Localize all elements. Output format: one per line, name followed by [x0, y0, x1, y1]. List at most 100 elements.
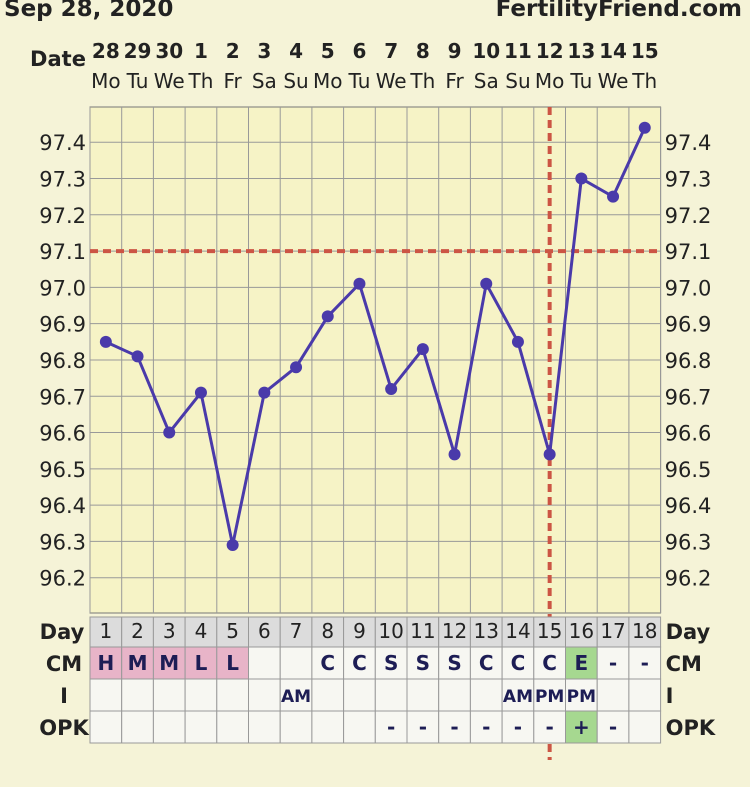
opk-cell-text: -: [387, 715, 395, 739]
cm-cell: [248, 646, 281, 680]
date-label: 8: [416, 39, 430, 63]
day-cell: [311, 616, 345, 648]
y-tick-label-left: 97.3: [39, 168, 86, 192]
weekday-label: Th: [631, 69, 657, 93]
day-cell-text: 12: [442, 619, 467, 643]
day-cell-text: 13: [474, 619, 499, 643]
weekday-label: We: [598, 69, 629, 93]
temperature-point: [99, 335, 112, 348]
cm-cell-text: L: [195, 651, 208, 675]
i-cell: [438, 678, 471, 712]
i-cell: [184, 678, 218, 712]
i-cell-text: PM: [567, 687, 596, 707]
y-tick-label-left: 97.0: [39, 276, 86, 300]
day-cell: [628, 616, 662, 648]
cm-cell-text: L: [226, 651, 239, 675]
day-cell: [279, 616, 313, 648]
cm-cell-text: -: [641, 651, 649, 675]
i-cell: [152, 678, 186, 712]
temperature-point: [543, 448, 556, 461]
day-cell-text: 11: [410, 619, 435, 643]
site-name: FertilityFriend.com: [495, 0, 742, 22]
day-cell: [533, 616, 566, 648]
opk-row-label-right: OPK: [666, 716, 716, 740]
weekday-label: We: [376, 69, 407, 93]
date-label: 7: [384, 39, 398, 63]
date-label: 4: [289, 39, 303, 63]
i-cell: [374, 678, 408, 712]
date-label: 11: [504, 39, 532, 63]
i-cell: [596, 678, 630, 712]
y-tick-label-left: 96.6: [39, 422, 86, 446]
opk-cell: [438, 710, 471, 744]
opk-cell-text: +: [573, 715, 590, 739]
temperature-point: [480, 277, 493, 290]
day-cell-text: 15: [537, 619, 562, 643]
y-tick-label-right: 97.0: [665, 276, 712, 300]
temperature-line: [105, 127, 647, 546]
date-row-label: Date: [30, 47, 86, 71]
date-label: 30: [155, 39, 183, 63]
y-tick-label-right: 96.4: [665, 494, 712, 518]
cm-cell: [565, 646, 598, 680]
opk-cell: [184, 710, 218, 744]
temperature-point: [290, 361, 303, 374]
cm-cell-text: S: [447, 651, 461, 675]
opk-cell-text: -: [514, 715, 522, 739]
cm-cell-text: C: [511, 651, 526, 675]
day-cell: [596, 616, 630, 648]
day-cell: [216, 616, 250, 648]
i-cell: [469, 678, 503, 712]
temperature-point: [607, 190, 620, 203]
cm-row-label-right: CM: [666, 652, 702, 676]
opk-cell: [628, 710, 662, 744]
y-tick-label-right: 96.5: [665, 458, 712, 482]
weekday-label: Tu: [348, 69, 371, 93]
y-tick-label-left: 96.4: [39, 494, 86, 518]
cm-cell: [628, 646, 662, 680]
weekday-label: Tu: [569, 69, 592, 93]
opk-cell-text: -: [609, 715, 617, 739]
weekday-label: Su: [283, 69, 308, 93]
date-label: 1: [194, 39, 208, 63]
temperature-point: [163, 426, 176, 439]
cm-cell-text: -: [609, 651, 617, 675]
day-cell-text: 1: [99, 619, 112, 643]
day-cell-text: 4: [195, 619, 208, 643]
y-tick-label-right: 97.3: [665, 168, 712, 192]
weekday-label: Sa: [252, 69, 277, 93]
y-tick-label-right: 96.8: [665, 349, 712, 373]
chart-date-title: Sep 28, 2020: [4, 0, 174, 22]
opk-cell: [501, 710, 535, 744]
cm-cell-text: M: [159, 651, 179, 675]
day-cell-text: 3: [163, 619, 176, 643]
cm-row-label: CM: [46, 652, 82, 676]
opk-cell: [89, 710, 123, 744]
temperature-point: [385, 383, 398, 396]
opk-cell: [121, 710, 154, 744]
temperature-point: [131, 350, 144, 363]
weekday-label: Th: [409, 69, 435, 93]
cm-cell-text: E: [575, 651, 589, 675]
day-cell-text: 6: [258, 619, 271, 643]
cm-cell-text: M: [128, 651, 148, 675]
opk-cell-text: -: [419, 715, 427, 739]
y-tick-label-left: 96.9: [39, 313, 86, 337]
y-tick-label-left: 96.5: [39, 458, 86, 482]
opk-cell: [152, 710, 186, 744]
y-tick-label-left: 97.4: [39, 131, 86, 155]
i-cell: [343, 678, 376, 712]
opk-cell: [596, 710, 630, 744]
opk-row-label: OPK: [39, 716, 89, 740]
day-cell: [565, 616, 598, 648]
i-cell: [279, 678, 313, 712]
opk-cell: [406, 710, 440, 744]
date-label: 9: [448, 39, 462, 63]
day-cell-text: 9: [353, 619, 366, 643]
y-tick-label-right: 97.1: [665, 240, 712, 264]
i-cell: [311, 678, 345, 712]
day-cell-text: 2: [131, 619, 144, 643]
date-label: 5: [321, 39, 335, 63]
weekday-label: Fr: [224, 69, 243, 93]
date-label: 14: [599, 39, 627, 63]
